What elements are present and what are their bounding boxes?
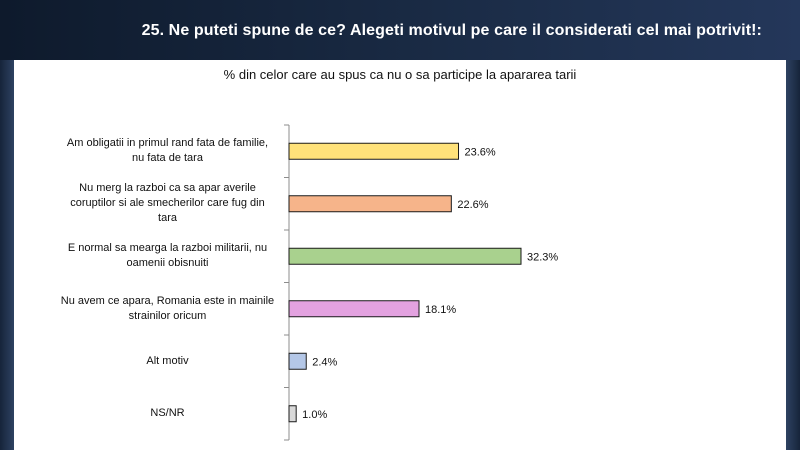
bar-3 (288, 300, 420, 318)
category-label-2: E normal sa mearga la razboi militarii, … (67, 242, 268, 270)
chart-title: % din celor care au spus ca nu o sa part… (223, 67, 577, 82)
bar-0 (288, 142, 460, 160)
left-frame (0, 60, 14, 450)
category-label-0: Am obligatii in primul rand fata de fami… (66, 137, 269, 165)
question-title: 25. Ne puteti spune de ce? Alegeti motiv… (141, 22, 762, 39)
category-label-3: Nu avem ce apara, Romania este in mainil… (60, 294, 275, 322)
category-label-1: Nu merg la razboi ca sa apar averile cor… (70, 182, 265, 225)
bar-1 (288, 195, 452, 213)
bar-5 (288, 405, 297, 423)
category-label-4: Alt motiv (146, 354, 189, 367)
data-label-0: 23.6% (465, 146, 496, 158)
data-label-5: 1.0% (302, 409, 327, 421)
category-label-5: NS/NR (150, 407, 185, 420)
bar-4 (288, 352, 307, 370)
header-bar: 25. Ne puteti spune de ce? Alegeti motiv… (0, 0, 800, 60)
data-label-3: 18.1% (425, 304, 456, 316)
data-label-1: 22.6% (457, 199, 488, 211)
data-label-2: 32.3% (527, 251, 558, 263)
right-frame (786, 60, 800, 450)
data-label-4: 2.4% (312, 356, 337, 368)
bar-2 (288, 247, 522, 265)
